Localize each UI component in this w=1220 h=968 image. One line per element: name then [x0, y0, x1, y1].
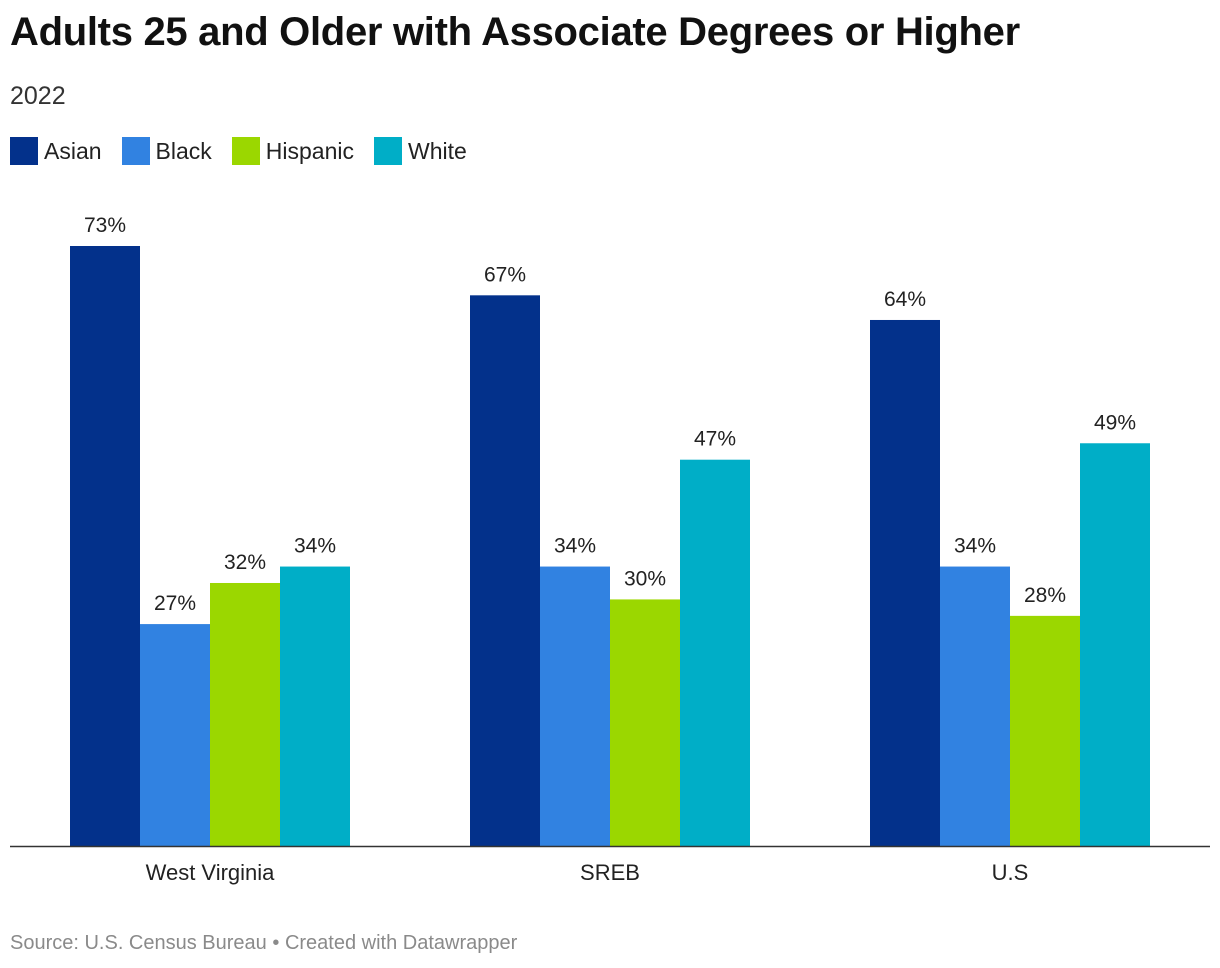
legend-item-asian: Asian [10, 137, 102, 165]
chart-subtitle: 2022 [10, 82, 66, 110]
legend-swatch-hispanic [231, 137, 260, 165]
legend-label-hispanic: Hispanic [265, 137, 355, 164]
legend-item-black: Black [121, 137, 212, 165]
bar-hispanic-sreb [610, 599, 680, 846]
bar-black-west-virginia [140, 624, 210, 846]
x-tick-label: U.S [992, 860, 1029, 885]
legend-label-black: Black [155, 137, 212, 164]
data-label-black-sreb: 34% [554, 535, 596, 558]
legend-swatch-black [121, 137, 150, 165]
data-label-hispanic-west-virginia: 32% [224, 551, 266, 574]
bar-white-u-s [1080, 443, 1150, 846]
data-label-black-u-s: 34% [954, 535, 996, 558]
chart-source: Source: U.S. Census Bureau • Created wit… [10, 932, 517, 955]
credit-text: Created with Datawrapper [284, 932, 518, 954]
x-tick-label: SREB [580, 860, 640, 885]
legend-item-hispanic: Hispanic [231, 137, 355, 165]
legend-item-white: White [374, 137, 467, 165]
bar-asian-sreb [470, 295, 540, 846]
data-label-asian-west-virginia: 73% [84, 214, 126, 237]
data-label-white-u-s: 49% [1094, 411, 1136, 434]
chart-legend: Asian Black Hispanic White [10, 137, 487, 165]
bar-white-sreb [680, 459, 750, 846]
data-label-white-west-virginia: 34% [294, 535, 336, 558]
legend-label-white: White [408, 137, 467, 164]
bar-hispanic-west-virginia [210, 582, 280, 846]
bar-white-west-virginia [280, 566, 350, 846]
chart-title: Adults 25 and Older with Associate Degre… [10, 10, 1020, 54]
source-separator: • [272, 932, 280, 954]
data-label-hispanic-sreb: 30% [624, 567, 666, 590]
legend-label-asian: Asian [44, 137, 102, 164]
data-label-asian-u-s: 64% [884, 288, 926, 311]
bar-black-sreb [540, 566, 610, 846]
bar-black-u-s [940, 566, 1010, 846]
legend-swatch-asian [10, 137, 38, 165]
data-label-black-west-virginia: 27% [154, 592, 196, 615]
source-text: Source: U.S. Census Bureau [10, 932, 267, 954]
data-label-asian-sreb: 67% [484, 263, 526, 286]
bar-asian-west-virginia [70, 246, 140, 846]
bar-hispanic-u-s [1010, 615, 1080, 846]
data-label-white-sreb: 47% [694, 428, 736, 451]
data-label-hispanic-u-s: 28% [1024, 584, 1066, 607]
x-tick-label: West Virginia [146, 860, 276, 885]
legend-swatch-white [374, 137, 403, 165]
bar-asian-u-s [870, 319, 940, 846]
